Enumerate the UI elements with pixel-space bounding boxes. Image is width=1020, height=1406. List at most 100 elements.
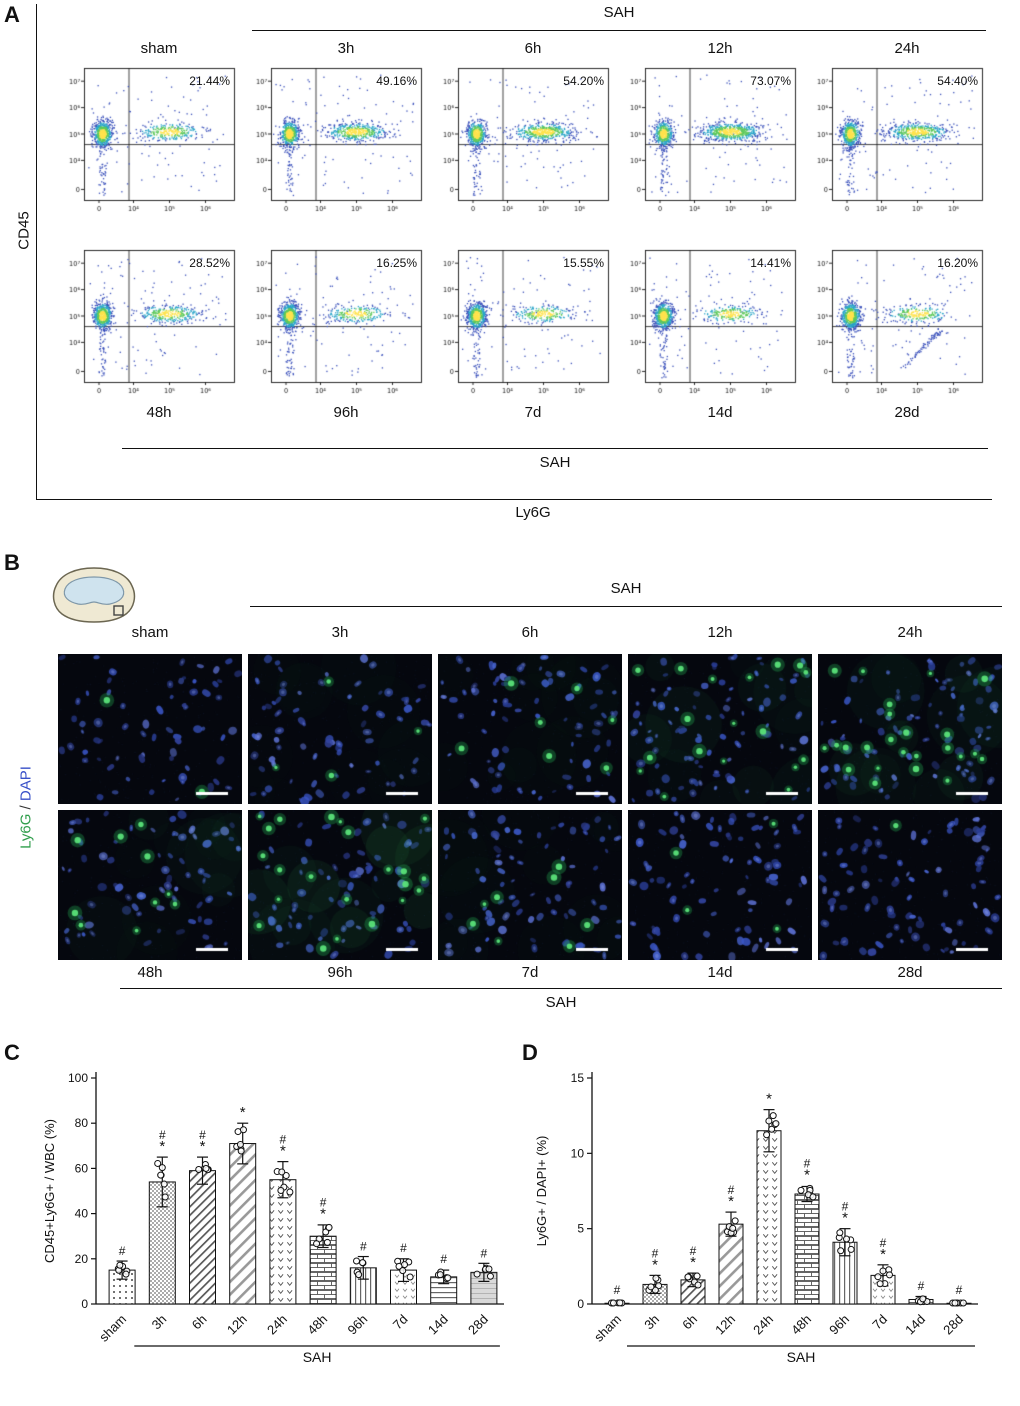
gate-percent: 28.52% <box>189 256 230 270</box>
sig-hash: # <box>956 1283 963 1297</box>
panel-c-label: C <box>4 1040 20 1065</box>
fluorescence-image-sham <box>58 654 242 804</box>
x-label-12h: 12h <box>712 1312 738 1338</box>
bar-chart-cd45-ly6g-wbc: 0 20 40 60 80 100 CD45+Ly6G+ / WBC (%) # sham # * 3… <box>34 1056 514 1404</box>
svg-text:5: 5 <box>577 1222 584 1236</box>
bar-6h <box>189 1170 216 1305</box>
bar-48h <box>794 1193 820 1305</box>
bar-7d <box>870 1274 896 1305</box>
micro-label-6h: 6h <box>521 624 539 641</box>
flow-plot-canvas <box>432 246 610 400</box>
fluorescence-image-3h <box>248 654 432 804</box>
micro-label-48h: 48h <box>137 964 163 981</box>
flow-plot-3h: 49.16% <box>245 64 423 218</box>
panel-a-sah-top-line <box>252 30 986 31</box>
timepoint-label-sham: sham <box>140 40 178 57</box>
panel-b-stain-label: Ly6G / DAPI <box>18 698 35 918</box>
flow-plot-7d: 15.55% <box>432 246 610 400</box>
flow-plot-14d: 14.41% <box>619 246 797 400</box>
gate-percent: 21.44% <box>189 74 230 88</box>
gate-percent: 14.41% <box>750 256 791 270</box>
svg-text:15: 15 <box>571 1071 585 1085</box>
fluorescence-image-7d <box>438 810 622 960</box>
flow-plot-canvas <box>245 64 423 218</box>
x-label-12h: 12h <box>224 1312 250 1338</box>
svg-text:CD45+Ly6G+ / WBC (%): CD45+Ly6G+ / WBC (%) <box>42 1119 57 1263</box>
timepoint-label-3h: 3h <box>337 40 355 57</box>
gate-percent: 15.55% <box>563 256 604 270</box>
fluorescence-image-28d <box>818 810 1002 960</box>
svg-text:Ly6G+ / DAPI+ (%): Ly6G+ / DAPI+ (%) <box>534 1136 549 1247</box>
flow-plot-canvas <box>806 246 984 400</box>
x-label-7d: 7d <box>869 1312 890 1333</box>
fluorescence-image-6h <box>438 654 622 804</box>
bar-24h <box>269 1179 297 1305</box>
sig-hash: # <box>440 1252 447 1266</box>
sig-hash: # <box>119 1244 126 1258</box>
x-label-28d: 28d <box>465 1312 491 1338</box>
bar-12h <box>229 1143 257 1305</box>
sig-hash: # <box>360 1240 367 1254</box>
panel-a-sah-bottom-label: SAH <box>539 454 571 471</box>
gate-percent: 73.07% <box>750 74 791 88</box>
fluorescence-image-12h <box>628 654 812 804</box>
x-label-sham: sham <box>591 1312 624 1345</box>
sig-star: * <box>200 1138 206 1155</box>
timepoint-label-12h: 12h <box>707 40 733 57</box>
sig-star: * <box>804 1166 810 1183</box>
gate-percent: 54.20% <box>563 74 604 88</box>
micro-label-3h: 3h <box>331 624 349 641</box>
panel-a-y-axis-label: CD45 <box>15 211 33 250</box>
timepoint-label-6h: 6h <box>524 40 542 57</box>
sig-hash: # <box>400 1241 407 1255</box>
sig-star: * <box>728 1193 734 1210</box>
panel-b-sah-top-label: SAH <box>610 580 642 597</box>
x-label-24h: 24h <box>264 1312 290 1338</box>
flow-plot-48h: 28.52% <box>58 246 236 400</box>
x-label-96h: 96h <box>344 1312 370 1338</box>
fluorescence-image-24h <box>818 654 1002 804</box>
flow-plot-canvas <box>619 64 797 218</box>
panel-a-axis-frame <box>36 4 992 500</box>
svg-text:100: 100 <box>68 1071 88 1085</box>
sig-hash: # <box>481 1246 488 1260</box>
svg-text:0: 0 <box>577 1297 584 1311</box>
svg-text:40: 40 <box>75 1207 89 1221</box>
panel-b-label: B <box>4 550 20 575</box>
x-label-7d: 7d <box>390 1312 411 1333</box>
sig-hash: # <box>842 1200 849 1214</box>
stain-counter-label: DAPI <box>17 766 35 802</box>
micro-label-96h: 96h <box>327 964 353 981</box>
timepoint-label-28d: 28d <box>894 404 920 421</box>
x-label-14d: 14d <box>902 1312 928 1338</box>
flow-plot-canvas <box>58 246 236 400</box>
svg-text:80: 80 <box>75 1116 89 1130</box>
micro-label-28d: 28d <box>897 964 923 981</box>
sig-hash: # <box>918 1279 925 1293</box>
flow-plot-canvas <box>245 246 423 400</box>
sig-hash: # <box>159 1128 166 1142</box>
panel-a-label: A <box>4 2 20 27</box>
x-label-28d: 28d <box>940 1312 966 1338</box>
sig-hash: # <box>320 1195 327 1209</box>
stain-separator: / <box>17 801 35 814</box>
timepoint-label-7d: 7d <box>524 404 542 421</box>
flow-plot-canvas <box>432 64 610 218</box>
sig-hash: # <box>880 1236 887 1250</box>
flow-plot-24h: 54.40% <box>806 64 984 218</box>
flow-plot-6h: 54.20% <box>432 64 610 218</box>
sig-star: * <box>842 1210 848 1227</box>
x-label-24h: 24h <box>750 1312 776 1338</box>
x-label-6h: 6h <box>189 1312 210 1333</box>
gate-percent: 16.25% <box>376 256 417 270</box>
micro-label-7d: 7d <box>521 964 539 981</box>
flow-plot-canvas <box>619 246 797 400</box>
x-label-3h: 3h <box>149 1312 170 1333</box>
x-label-14d: 14d <box>425 1312 451 1338</box>
timepoint-label-24h: 24h <box>894 40 920 57</box>
x-label-3h: 3h <box>641 1312 662 1333</box>
timepoint-label-48h: 48h <box>146 404 172 421</box>
micro-label-24h: 24h <box>897 624 923 641</box>
sig-star: * <box>240 1104 246 1121</box>
x-label-sham: sham <box>96 1312 129 1345</box>
